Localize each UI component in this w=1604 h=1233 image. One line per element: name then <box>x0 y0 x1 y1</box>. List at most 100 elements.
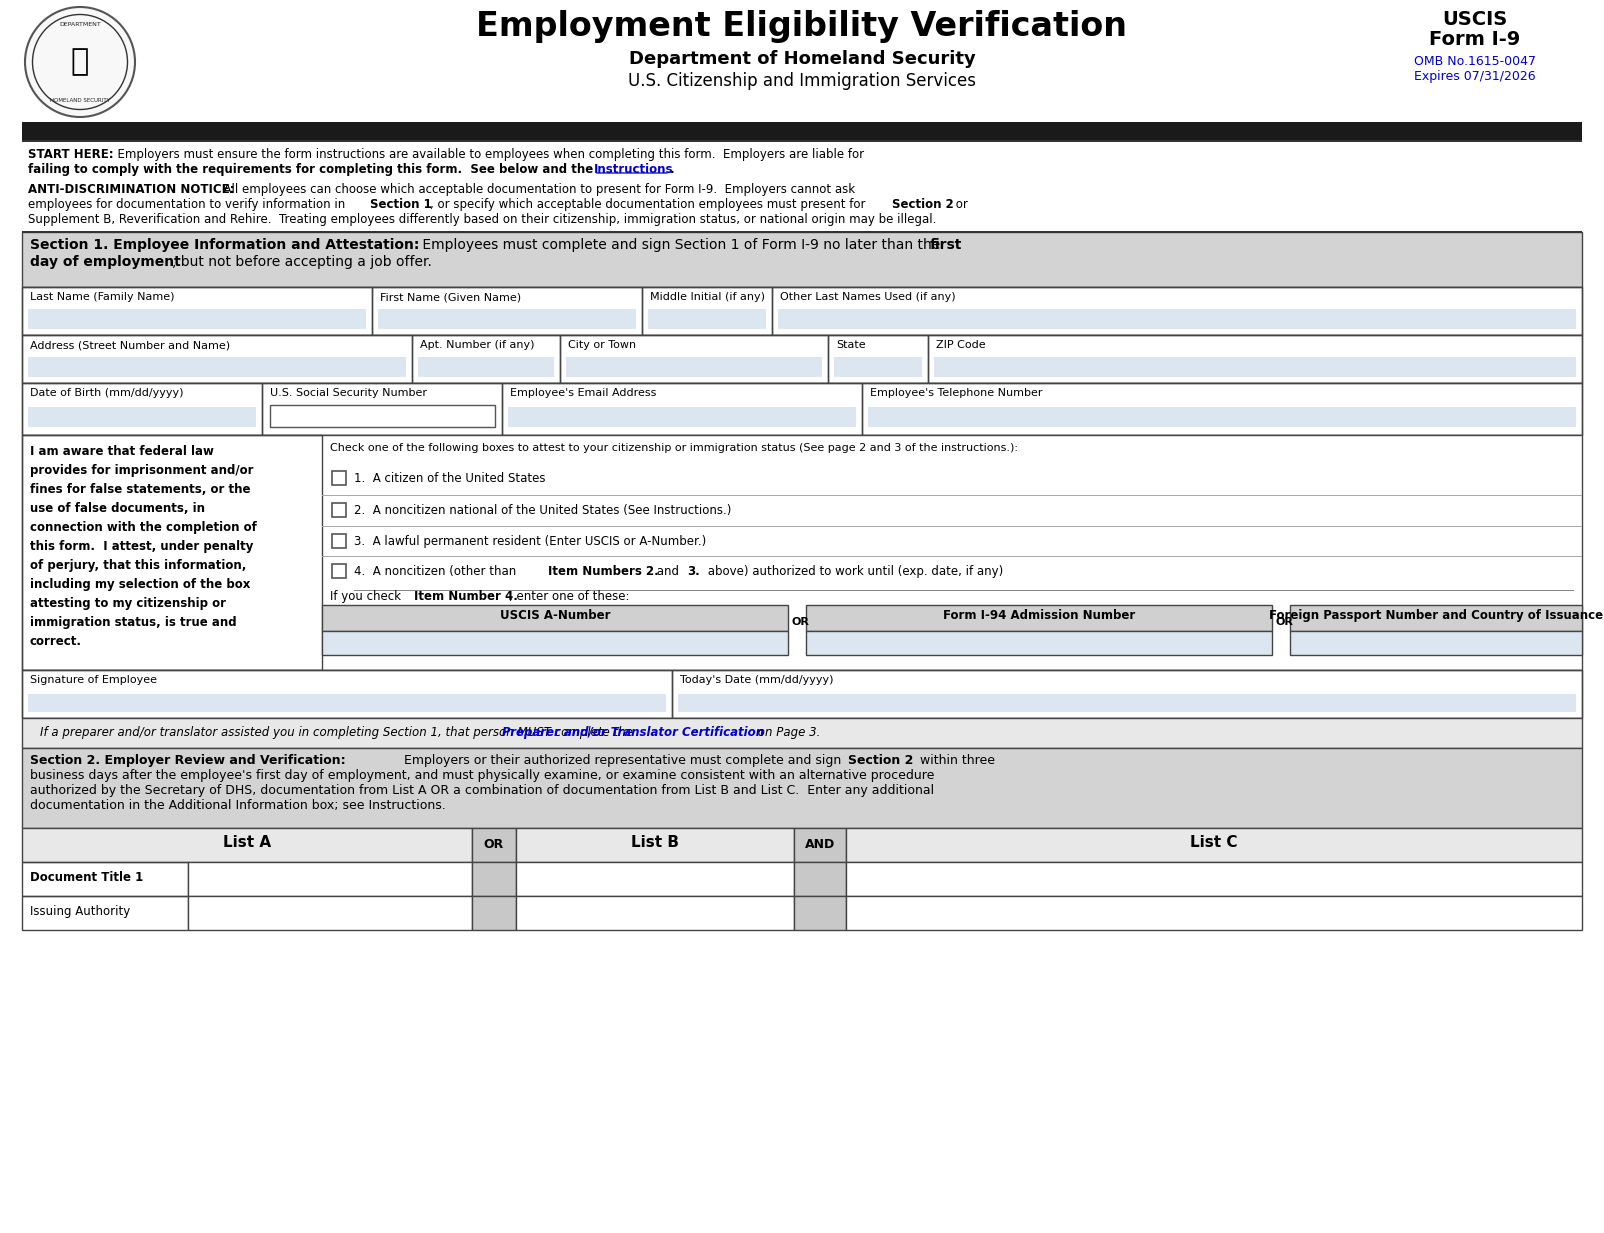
Text: , but not before accepting a job offer.: , but not before accepting a job offer. <box>172 255 431 269</box>
Bar <box>22 232 1582 287</box>
Text: .: . <box>670 163 675 176</box>
Bar <box>678 694 1577 711</box>
Bar <box>845 896 1582 930</box>
Bar <box>22 435 322 670</box>
Text: Employers must ensure the form instructions are available to employees when comp: Employers must ensure the form instructi… <box>111 148 865 162</box>
Bar <box>648 309 767 329</box>
Text: Foreign Passport Number and Country of Issuance: Foreign Passport Number and Country of I… <box>1269 609 1602 621</box>
Bar <box>502 383 861 435</box>
Text: Supplement B, Reverification and Rehire.  Treating employees differently based o: Supplement B, Reverification and Rehire.… <box>27 213 937 226</box>
Bar <box>929 335 1582 383</box>
Bar <box>1370 7 1580 120</box>
Text: Preparer and/or Translator Certification: Preparer and/or Translator Certification <box>502 726 764 739</box>
Text: above) authorized to work until (exp. date, if any): above) authorized to work until (exp. da… <box>704 565 1002 578</box>
Text: 🦅: 🦅 <box>71 48 90 76</box>
Bar <box>27 309 366 329</box>
Bar <box>22 383 261 435</box>
Text: Section 1: Section 1 <box>371 199 431 211</box>
Bar <box>188 862 472 896</box>
Text: attesting to my citizenship or: attesting to my citizenship or <box>30 597 226 610</box>
Text: on Page 3.: on Page 3. <box>754 726 820 739</box>
Text: or: or <box>953 199 967 211</box>
Bar <box>868 407 1577 427</box>
Bar <box>22 896 188 930</box>
Text: List A: List A <box>223 835 271 850</box>
Bar <box>508 407 857 427</box>
Text: Form I-94 Admission Number: Form I-94 Admission Number <box>943 609 1136 621</box>
Bar <box>794 896 845 930</box>
Text: Signature of Employee: Signature of Employee <box>30 674 157 686</box>
Text: U.S. Citizenship and Immigration Services: U.S. Citizenship and Immigration Service… <box>629 72 975 90</box>
Bar <box>22 435 1582 670</box>
Text: List B: List B <box>630 835 678 850</box>
Text: Middle Initial (if any): Middle Initial (if any) <box>650 292 765 302</box>
Text: documentation in the Additional Information box; see Instructions.: documentation in the Additional Informat… <box>30 799 446 813</box>
Text: Employee's Telephone Number: Employee's Telephone Number <box>869 388 1043 398</box>
Text: provides for imprisonment and/or: provides for imprisonment and/or <box>30 464 253 477</box>
Bar <box>22 335 1582 383</box>
Text: , or specify which acceptable documentation employees must present for: , or specify which acceptable documentat… <box>430 199 869 211</box>
Bar <box>332 534 346 547</box>
Bar <box>861 383 1582 435</box>
Text: City or Town: City or Town <box>568 340 637 350</box>
Text: 4.  A noncitizen (other than: 4. A noncitizen (other than <box>354 565 520 578</box>
Text: List C: List C <box>1190 835 1238 850</box>
Bar <box>794 829 845 862</box>
Ellipse shape <box>26 7 135 117</box>
Bar <box>516 862 794 896</box>
Bar <box>934 358 1577 377</box>
Text: OR: OR <box>1277 616 1294 628</box>
Text: Today's Date (mm/dd/yyyy): Today's Date (mm/dd/yyyy) <box>680 674 834 686</box>
Bar <box>22 231 1582 233</box>
Text: fines for false statements, or the: fines for false statements, or the <box>30 483 250 496</box>
Text: use of false documents, in: use of false documents, in <box>30 502 205 515</box>
Text: including my selection of the box: including my selection of the box <box>30 578 250 591</box>
Text: and: and <box>653 565 683 578</box>
Bar <box>188 896 472 930</box>
Bar <box>472 896 516 930</box>
Text: Address (Street Number and Name): Address (Street Number and Name) <box>30 340 229 350</box>
Bar <box>22 670 1582 718</box>
Bar <box>419 358 553 377</box>
Bar <box>516 829 794 862</box>
Text: Form I-9: Form I-9 <box>1429 30 1521 49</box>
Bar <box>22 670 672 718</box>
Text: day of employment: day of employment <box>30 255 181 269</box>
Text: State: State <box>836 340 866 350</box>
Text: failing to comply with the requirements for completing this form.  See below and: failing to comply with the requirements … <box>27 163 597 176</box>
Text: ANTI-DISCRIMINATION NOTICE:: ANTI-DISCRIMINATION NOTICE: <box>27 182 234 196</box>
Text: Apt. Number (if any): Apt. Number (if any) <box>420 340 534 350</box>
Text: Date of Birth (mm/dd/yyyy): Date of Birth (mm/dd/yyyy) <box>30 388 183 398</box>
Bar <box>472 829 516 862</box>
Text: Issuing Authority: Issuing Authority <box>30 905 130 919</box>
Text: All employees can choose which acceptable documentation to present for Form I-9.: All employees can choose which acceptabl… <box>217 182 855 196</box>
Bar <box>27 407 257 427</box>
Text: Check one of the following boxes to attest to your citizenship or immigration st: Check one of the following boxes to atte… <box>330 443 1019 453</box>
Bar <box>22 862 188 896</box>
Text: AND: AND <box>805 838 836 851</box>
Text: DEPARTMENT: DEPARTMENT <box>59 21 101 26</box>
Text: OR: OR <box>792 616 810 628</box>
Bar <box>516 896 794 930</box>
Text: within three: within three <box>916 755 994 767</box>
Text: Section 2: Section 2 <box>892 199 954 211</box>
Text: OR: OR <box>484 838 504 851</box>
Bar <box>22 287 372 335</box>
Text: Employee's Email Address: Employee's Email Address <box>510 388 656 398</box>
Text: Other Last Names Used (if any): Other Last Names Used (if any) <box>780 292 956 302</box>
Text: Instructions: Instructions <box>593 163 674 176</box>
Text: First Name (Given Name): First Name (Given Name) <box>380 292 521 302</box>
Bar <box>322 605 788 631</box>
Text: Department of Homeland Security: Department of Homeland Security <box>629 51 975 68</box>
Bar <box>642 287 772 335</box>
Bar <box>332 471 346 485</box>
Bar <box>412 335 560 383</box>
Bar <box>22 829 472 862</box>
Text: START HERE:: START HERE: <box>27 148 114 162</box>
Text: employees for documentation to verify information in: employees for documentation to verify in… <box>27 199 350 211</box>
Text: U.S. Social Security Number: U.S. Social Security Number <box>269 388 427 398</box>
Text: , enter one of these:: , enter one of these: <box>508 591 629 603</box>
Text: Employees must complete and sign Section 1 of Form I-9 no later than the: Employees must complete and sign Section… <box>419 238 945 252</box>
Bar <box>22 141 1582 142</box>
Text: Item Numbers 2.: Item Numbers 2. <box>549 565 659 578</box>
